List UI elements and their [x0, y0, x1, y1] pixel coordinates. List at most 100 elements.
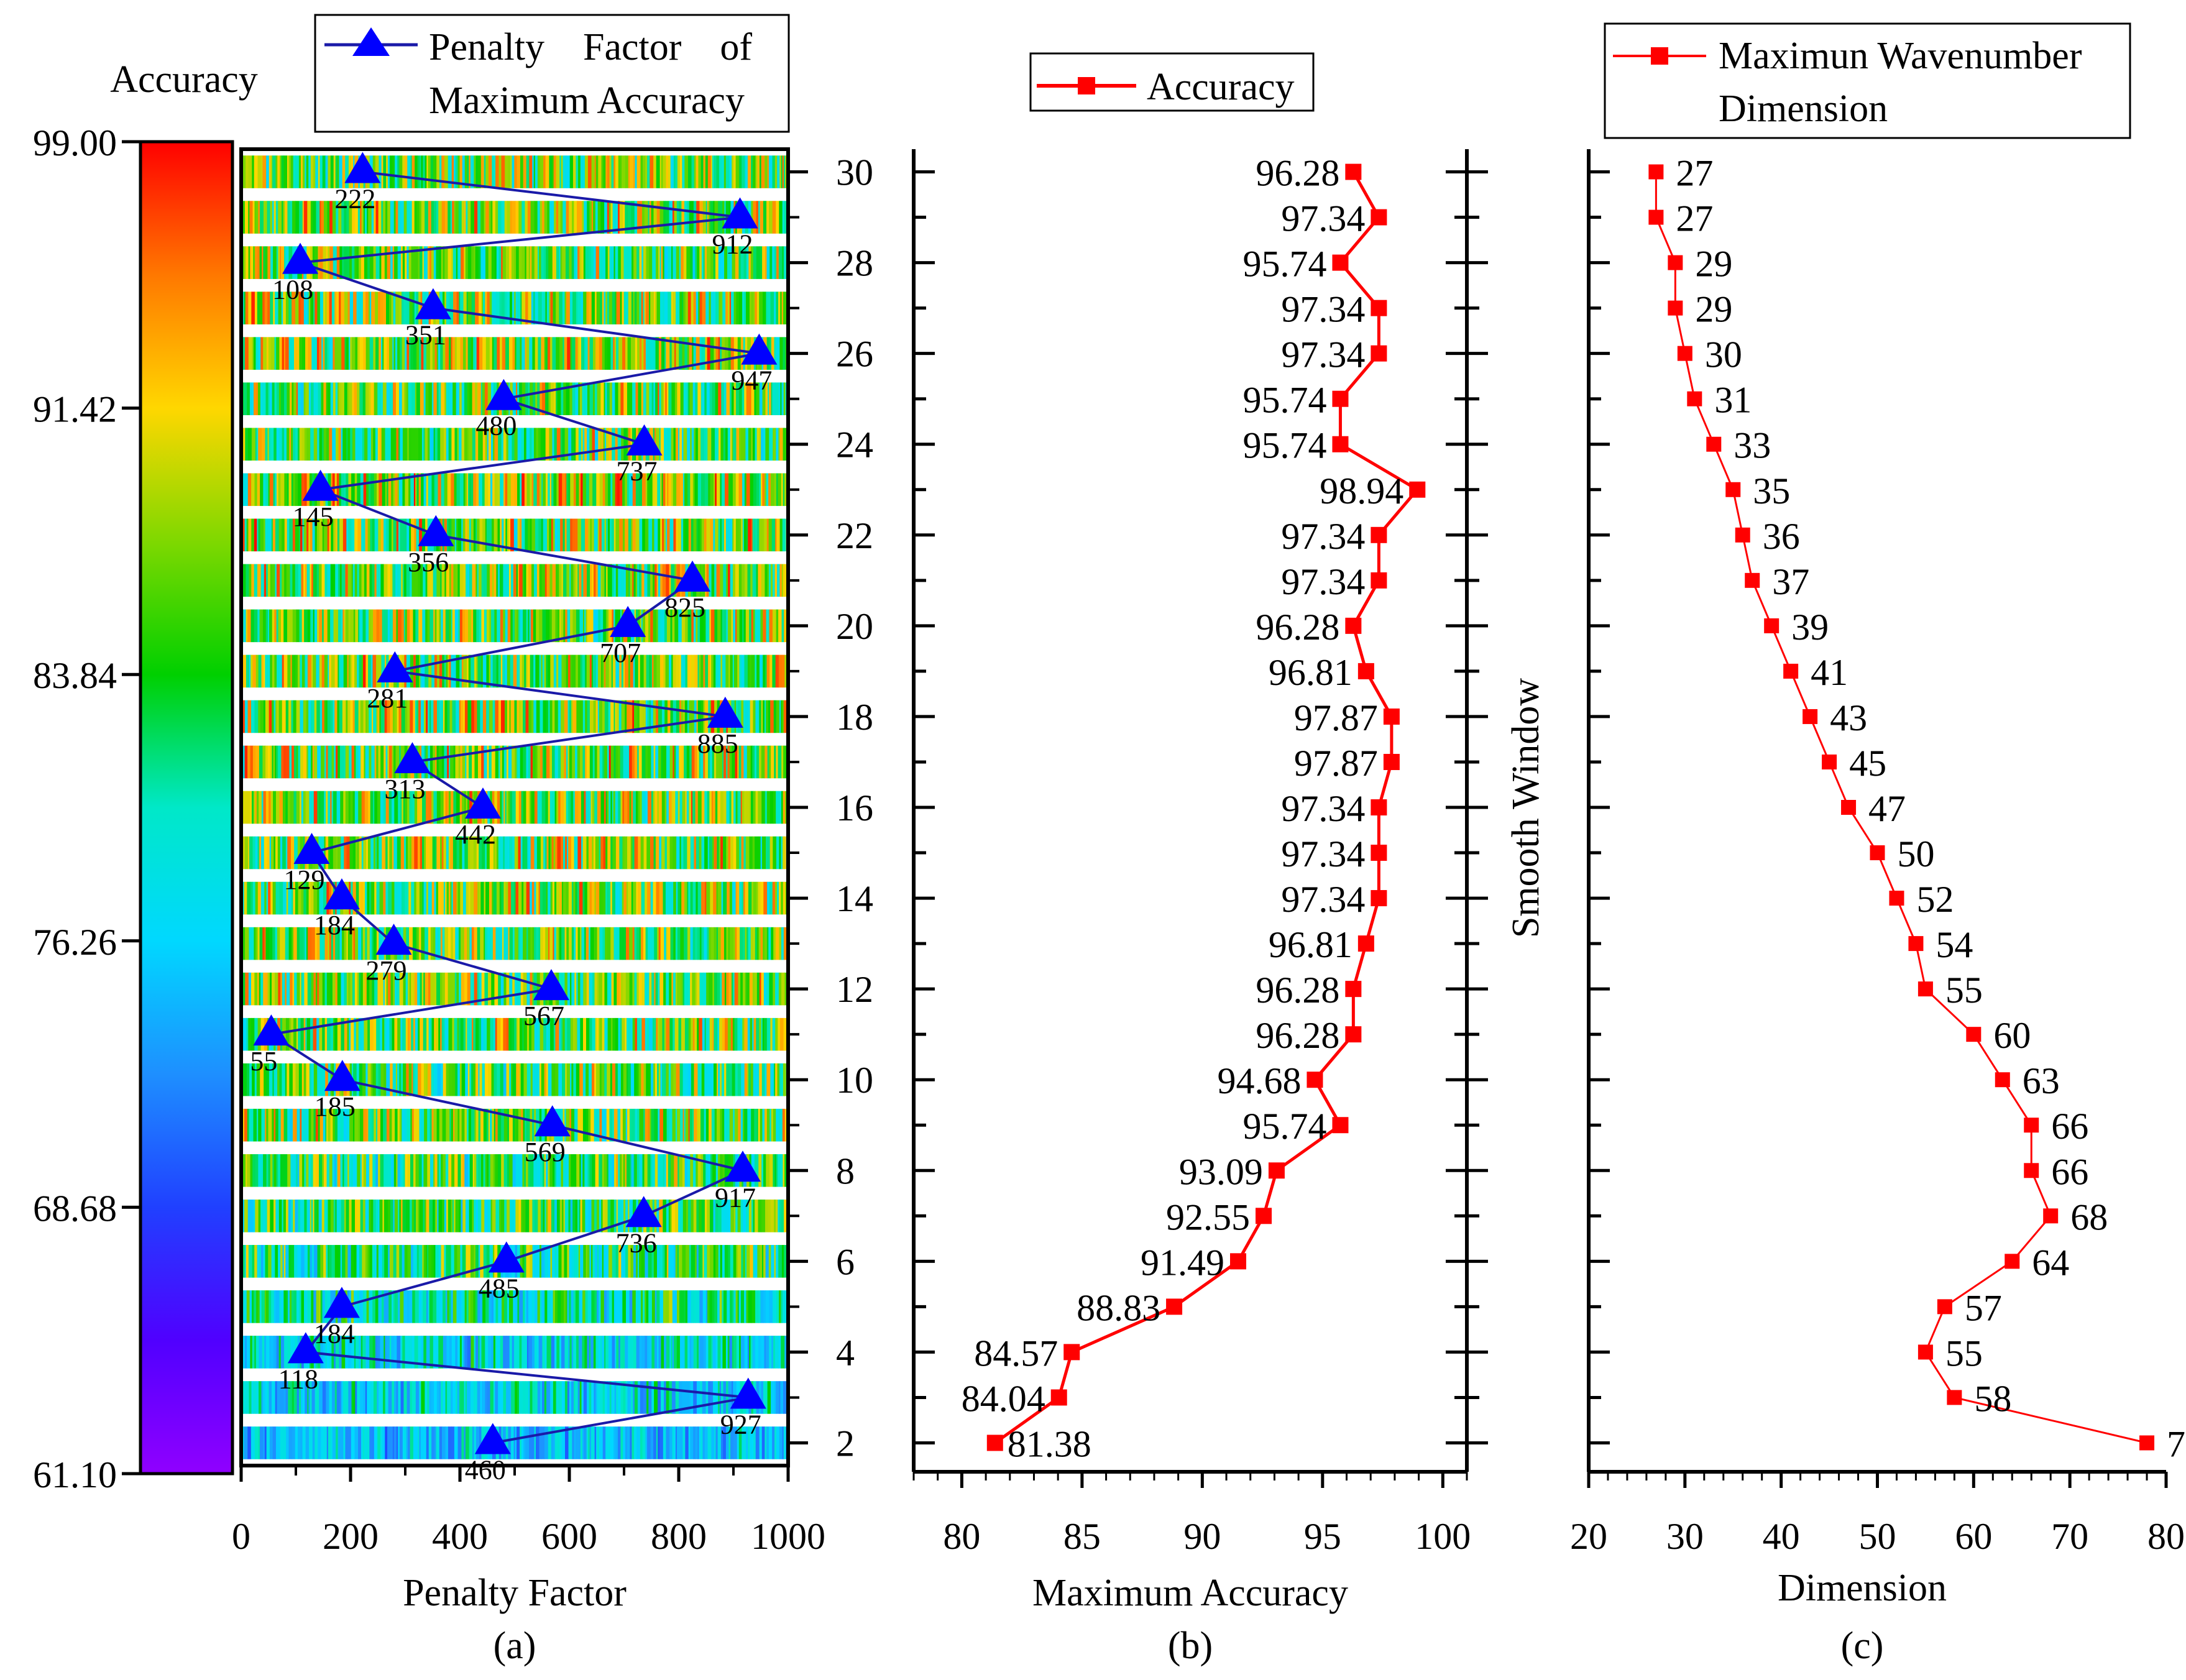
heatmap-cell — [518, 791, 522, 824]
heatmap-cell — [766, 1154, 770, 1187]
heatmap-cell — [395, 972, 397, 1006]
heatmap-cell — [361, 1336, 363, 1369]
heatmap-cell — [561, 881, 564, 915]
heatmap-cell — [319, 1381, 323, 1414]
heatmap-cell — [723, 609, 727, 643]
heatmap-cell — [269, 927, 273, 960]
heatmap-cell — [365, 1245, 368, 1278]
heatmap-cell — [653, 745, 656, 779]
heatmap-cell — [423, 881, 427, 915]
heatmap-cell — [369, 564, 372, 597]
heatmap-cell — [633, 1381, 635, 1414]
heatmap-cell — [365, 654, 369, 688]
heatmap-cell — [679, 1336, 684, 1369]
heatmap-cell — [536, 836, 541, 870]
heatmap-cell — [779, 518, 783, 552]
heatmap-cell — [420, 654, 423, 688]
heatmap-cell — [595, 1063, 600, 1096]
heatmap-cell — [377, 473, 379, 507]
heatmap-cell — [270, 564, 273, 597]
heatmap-cell — [533, 700, 537, 733]
heatmap-cell — [751, 518, 753, 552]
heatmap-cell — [361, 881, 364, 915]
heatmap-cell — [774, 1154, 777, 1187]
heatmap-cell — [383, 972, 385, 1006]
heatmap-cell — [634, 745, 638, 779]
heatmap-cell — [490, 654, 494, 688]
heatmap-cell — [714, 836, 717, 870]
heatmap-cell — [730, 564, 733, 597]
heatmap-cell — [713, 881, 717, 915]
heatmap-cell — [405, 1336, 409, 1369]
heatmap-cell — [257, 881, 262, 915]
heatmap-cell — [323, 1336, 326, 1369]
heatmap-cell — [715, 1381, 719, 1414]
heatmap-cell — [334, 1336, 336, 1369]
heatmap-cell — [509, 1336, 513, 1369]
heatmap-cell — [416, 700, 419, 733]
heatmap-cell — [385, 428, 388, 461]
heatmap-cell — [258, 1426, 260, 1459]
heatmap-cell — [594, 518, 599, 552]
heatmap-cell — [329, 1381, 333, 1414]
heatmap-cell — [345, 1336, 349, 1369]
heatmap-cell — [517, 654, 520, 688]
heatmap-cell — [569, 700, 572, 733]
heatmap-cell — [512, 1063, 517, 1096]
heatmap-cell — [664, 1245, 668, 1278]
heatmap-cell — [664, 518, 666, 552]
heatmap-cell — [428, 745, 431, 779]
heatmap-cell — [472, 745, 475, 779]
heatmap-cell — [610, 1063, 613, 1096]
heatmap-cell — [469, 473, 471, 507]
heatmap-cell — [429, 564, 434, 597]
heatmap-cell — [360, 700, 364, 733]
heatmap-cell — [736, 836, 740, 870]
heatmap-cell — [549, 791, 553, 824]
heatmap-cell — [407, 836, 410, 870]
heatmap-cell — [580, 654, 583, 688]
heatmap-cell — [313, 1063, 318, 1096]
heatmap-cell — [776, 1426, 780, 1459]
heatmap-cell — [456, 791, 461, 824]
heatmap-cell — [630, 1017, 633, 1051]
heatmap-cell — [782, 654, 785, 688]
heatmap-cell — [272, 881, 277, 915]
heatmap-cell — [491, 972, 495, 1006]
heatmap-cell — [783, 791, 786, 824]
heatmap-cell — [346, 428, 349, 461]
heatmap-cell — [679, 745, 682, 779]
heatmap-cell — [770, 1017, 773, 1051]
heatmap-cell — [766, 1426, 769, 1459]
heatmap-cell — [428, 1245, 432, 1278]
heatmap-cell — [770, 473, 775, 507]
heatmap-cell — [352, 1108, 355, 1142]
heatmap-cell — [650, 609, 654, 643]
heatmap-cell — [597, 972, 599, 1006]
heatmap-cell — [699, 654, 701, 688]
heatmap-cell — [697, 791, 702, 824]
heatmap-cell — [431, 700, 434, 733]
heatmap-cell — [744, 1336, 748, 1369]
heatmap-cell — [543, 700, 547, 733]
heatmap-cell — [511, 1426, 515, 1459]
heatmap-cell — [741, 836, 744, 870]
heatmap-cell — [329, 836, 334, 870]
heatmap-cell — [304, 428, 307, 461]
heatmap-cell — [756, 473, 760, 507]
heatmap-cell — [471, 518, 474, 552]
heatmap-cell — [545, 518, 548, 552]
heatmap-cell — [470, 972, 475, 1006]
heatmap-cell — [363, 1108, 367, 1142]
heatmap-cell — [503, 609, 506, 643]
heatmap-cell — [650, 654, 653, 688]
heatmap-cell — [519, 1154, 523, 1187]
heatmap-cell — [556, 1200, 561, 1232]
heatmap-cell — [411, 564, 415, 597]
heatmap-cell — [406, 1426, 408, 1459]
heatmap-cell — [498, 654, 502, 688]
heatmap-cell — [736, 700, 738, 733]
heatmap-cell — [570, 473, 574, 507]
heatmap-cell — [542, 609, 546, 643]
heatmap-cell — [487, 927, 491, 960]
